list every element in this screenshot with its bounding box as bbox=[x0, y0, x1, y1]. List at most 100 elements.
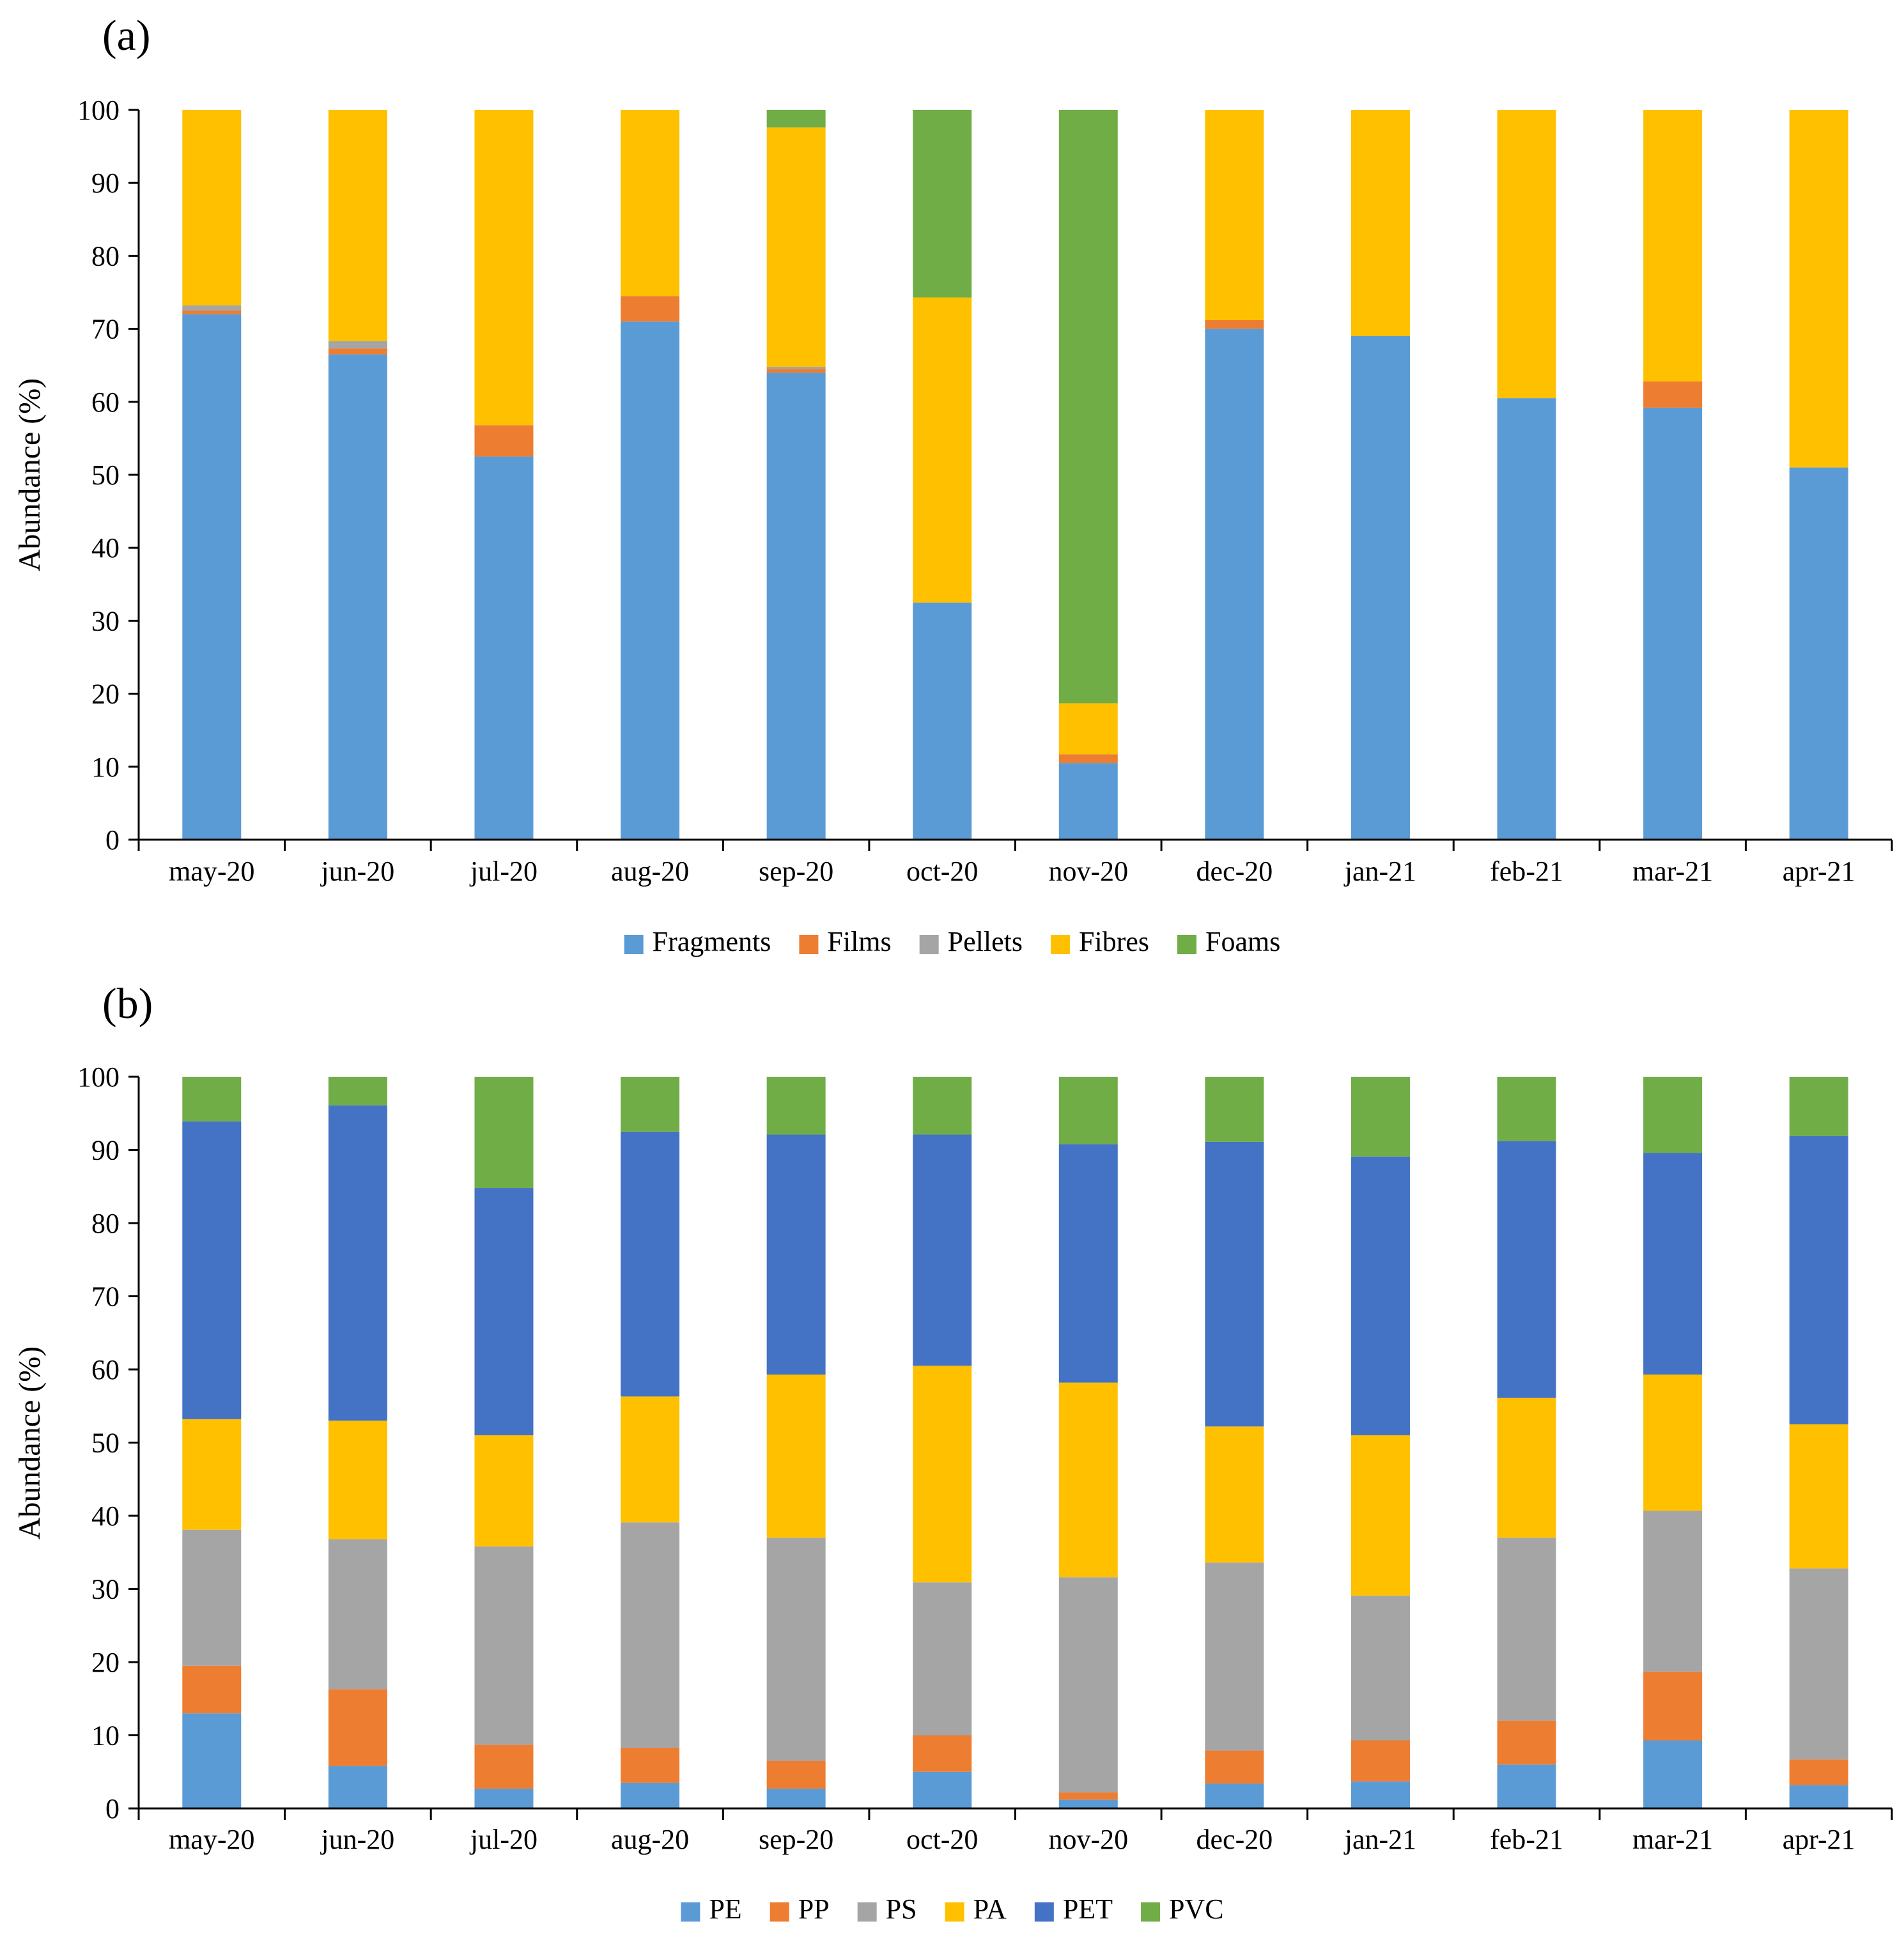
panel-b-bar-pa-nov-20 bbox=[1058, 1382, 1118, 1578]
panel-b-legend-swatch-ps bbox=[857, 1902, 877, 1922]
panel-a-bar-fibres-mar-21 bbox=[1643, 110, 1703, 381]
panel-a-bar-fragments-sep-20 bbox=[766, 373, 826, 840]
panel-a-bar-pellets-may-20 bbox=[182, 305, 242, 311]
panel-a-x-tick-label-apr-21: apr-21 bbox=[1783, 856, 1855, 887]
panel-b-x-tick-label-sep-20: sep-20 bbox=[759, 1824, 833, 1855]
panel-b-bar-pvc-jun-20 bbox=[328, 1077, 387, 1106]
panel-a-x-ticks: may-20 jun-20 jul-20 aug-20 sep-20 oct-20 nov-… bbox=[137, 840, 1893, 887]
panel-a-x-tick-label-aug-20: aug-20 bbox=[611, 856, 689, 887]
panel-b-bar-ps-aug-20 bbox=[621, 1522, 680, 1748]
panel-a-x-tick-label-nov-20: nov-20 bbox=[1048, 856, 1128, 887]
panel-b-bar-pvc-feb-21 bbox=[1497, 1077, 1556, 1141]
panel-a-bar-fragments-aug-20 bbox=[621, 321, 680, 840]
panel-b-bar-pp-feb-21 bbox=[1497, 1720, 1556, 1765]
panel-a-y-tick-label-40: 40 bbox=[91, 532, 120, 564]
panel-a-bar-fragments-nov-20 bbox=[1058, 763, 1118, 840]
panel-b-bar-pa-oct-20 bbox=[913, 1366, 972, 1583]
panel-b-bar-pvc-jul-20 bbox=[474, 1077, 534, 1189]
panel-b-bar-ps-jun-20 bbox=[328, 1539, 387, 1690]
panel-b-bar-pet-oct-20 bbox=[913, 1134, 972, 1366]
panel-b-x-tick-label-feb-21: feb-21 bbox=[1490, 1824, 1563, 1855]
panel-b-label: (b) bbox=[102, 979, 153, 1028]
panel-a-bar-foams-sep-20 bbox=[766, 110, 826, 128]
panel-b-bar-pvc-aug-20 bbox=[621, 1077, 680, 1132]
panel-b-bar-pe-sep-20 bbox=[766, 1789, 826, 1808]
panel-b-legend-swatch-pe bbox=[681, 1902, 700, 1922]
panel-a-legend-swatch-fragments bbox=[624, 935, 644, 954]
panel-a-x-tick-label-dec-20: dec-20 bbox=[1196, 856, 1273, 887]
panel-b-y-tick-label-10: 10 bbox=[91, 1720, 120, 1752]
panel-b-legend-label-pp: PP bbox=[798, 1893, 830, 1925]
panel-a-legend-item-fibres: Fibres bbox=[1051, 926, 1149, 957]
panel-b-bar-ps-feb-21 bbox=[1497, 1537, 1556, 1721]
panel-b-x-tick-label-apr-21: apr-21 bbox=[1783, 1824, 1855, 1855]
panel-b-bar-pp-oct-20 bbox=[913, 1735, 972, 1772]
panel-a-bar-fibres-sep-20 bbox=[766, 127, 826, 367]
panel-b-legend-item-pe: PE bbox=[681, 1893, 742, 1925]
panel-b-bar-pet-jul-20 bbox=[474, 1188, 534, 1436]
panel-b-legend-label-pet: PET bbox=[1063, 1893, 1113, 1925]
panel-a-x-tick-label-may-20: may-20 bbox=[169, 856, 254, 887]
panel-a-legend: Fragments Films Pellets Fibres Foams bbox=[624, 926, 1280, 957]
panel-a-bar-fibres-jul-20 bbox=[474, 110, 534, 426]
panel-b-bar-pa-apr-21 bbox=[1789, 1424, 1848, 1569]
panel-a-legend-item-pellets: Pellets bbox=[919, 926, 1023, 957]
panel-a-bar-fragments-feb-21 bbox=[1497, 398, 1556, 840]
panel-a-legend-label-films: Films bbox=[827, 926, 891, 957]
panel-a-x-tick-label-jun-20: jun-20 bbox=[320, 856, 394, 887]
panel-b-bar-ps-mar-21 bbox=[1643, 1510, 1703, 1672]
panel-a-bar-fragments-mar-21 bbox=[1643, 407, 1703, 840]
panel-a-bar-fibres-oct-20 bbox=[913, 297, 972, 603]
panel-a-bar-fragments-may-20 bbox=[182, 314, 242, 840]
panel-b-bar-pe-apr-21 bbox=[1789, 1785, 1848, 1808]
panel-a-y-tick-label-80: 80 bbox=[91, 240, 120, 272]
panel-a-legend-swatch-fibres bbox=[1051, 935, 1071, 954]
panel-b-legend-item-pvc: PVC bbox=[1141, 1893, 1224, 1925]
panel-a-y-tick-label-90: 90 bbox=[91, 167, 120, 199]
panel-a-label: (a) bbox=[102, 11, 150, 59]
panel-b-chart: (b) Abundance (%) 0 10 20 30 40 50 60 70 80 90 100… bbox=[13, 979, 1893, 1925]
panel-a-y-tick-label-30: 30 bbox=[91, 605, 120, 636]
panel-b-bar-pa-feb-21 bbox=[1497, 1398, 1556, 1538]
panel-a-y-tick-label-50: 50 bbox=[91, 459, 120, 491]
panel-b-legend-swatch-pp bbox=[770, 1902, 789, 1922]
panel-a-bar-fragments-dec-20 bbox=[1205, 328, 1264, 840]
panel-b-bar-pvc-oct-20 bbox=[913, 1077, 972, 1135]
panel-a-chart: (a) Abundance (%) 0 10 20 30 40 50 60 70 80 90 100… bbox=[13, 11, 1893, 957]
panel-b-bar-pp-may-20 bbox=[182, 1665, 242, 1714]
panel-b-x-tick-label-aug-20: aug-20 bbox=[611, 1824, 689, 1855]
panel-a-bar-films-jul-20 bbox=[474, 425, 534, 457]
panel-b-bar-pet-nov-20 bbox=[1058, 1144, 1118, 1383]
panel-b-bar-ps-may-20 bbox=[182, 1529, 242, 1666]
panel-a-y-tick-label-10: 10 bbox=[91, 751, 120, 783]
panel-b-legend-item-pa: PA bbox=[945, 1893, 1007, 1925]
panel-a-bar-foams-nov-20 bbox=[1058, 110, 1118, 704]
panel-b-legend-label-pa: PA bbox=[973, 1893, 1007, 1925]
panel-a-y-tick-label-100: 100 bbox=[77, 95, 120, 126]
panel-b-x-tick-label-jan-21: jan-21 bbox=[1343, 1824, 1416, 1855]
panel-b-legend-item-ps: PS bbox=[857, 1893, 917, 1925]
panel-b-y-tick-label-100: 100 bbox=[77, 1061, 120, 1093]
panel-b-bar-ps-jan-21 bbox=[1351, 1595, 1410, 1741]
panel-b-bar-pe-feb-21 bbox=[1497, 1764, 1556, 1808]
panel-b-bar-pa-sep-20 bbox=[766, 1375, 826, 1538]
panel-b-bar-pp-nov-20 bbox=[1058, 1792, 1118, 1800]
panel-b-legend: PE PP PS PA PET PVC bbox=[681, 1893, 1224, 1925]
panel-a-bar-fibres-dec-20 bbox=[1205, 110, 1264, 320]
panel-b-bar-pet-sep-20 bbox=[766, 1134, 826, 1375]
panel-b-legend-swatch-pet bbox=[1034, 1902, 1054, 1922]
panel-a-bar-fibres-jun-20 bbox=[328, 110, 387, 342]
panel-b-bar-pp-apr-21 bbox=[1789, 1759, 1848, 1785]
panel-a-legend-swatch-foams bbox=[1177, 935, 1197, 954]
panel-b-legend-label-pe: PE bbox=[709, 1893, 741, 1925]
panel-b-legend-label-pvc: PVC bbox=[1169, 1893, 1224, 1925]
panel-b-bar-pvc-dec-20 bbox=[1205, 1077, 1264, 1142]
panel-a-legend-item-films: Films bbox=[799, 926, 892, 957]
panel-b-bar-pvc-may-20 bbox=[182, 1077, 242, 1121]
panel-b-y-tick-label-60: 60 bbox=[91, 1354, 120, 1385]
panel-b-bar-pvc-sep-20 bbox=[766, 1077, 826, 1135]
panel-b-bars bbox=[182, 1077, 1848, 1808]
panel-b-bar-pvc-nov-20 bbox=[1058, 1077, 1118, 1144]
panel-b-bar-pe-dec-20 bbox=[1205, 1784, 1264, 1808]
